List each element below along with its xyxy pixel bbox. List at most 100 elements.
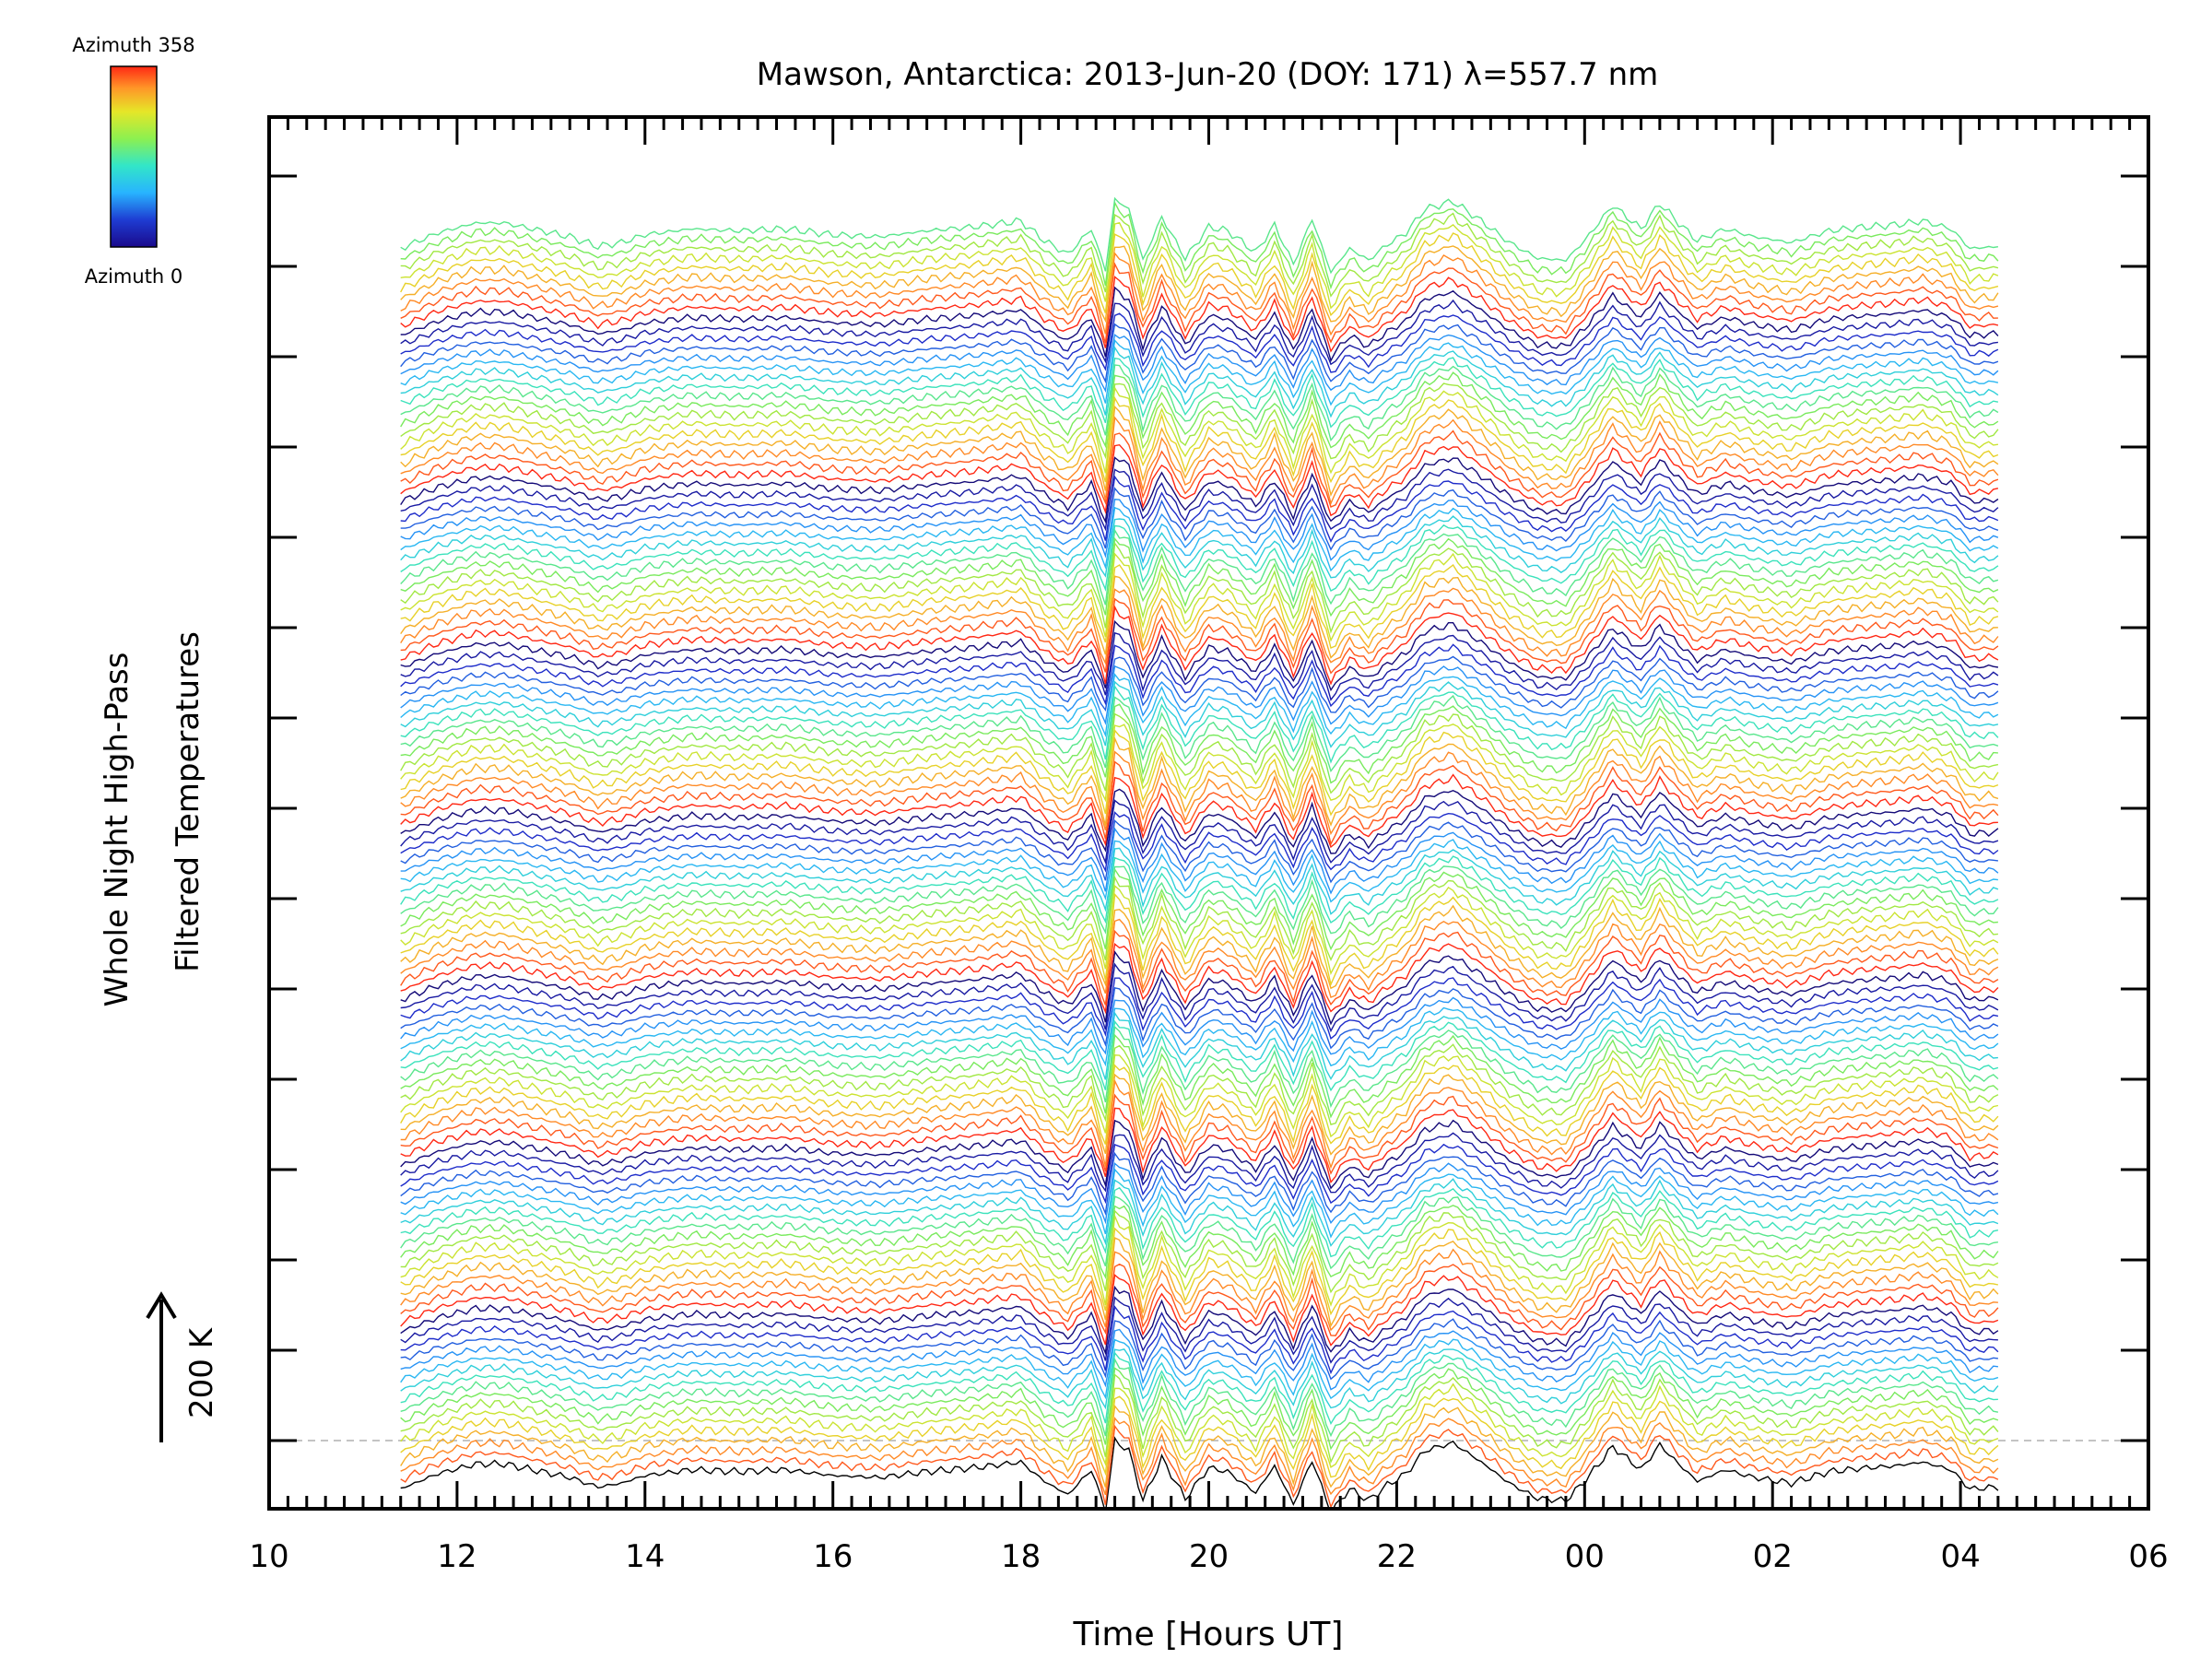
x-tick-label: 18 — [1001, 1538, 1041, 1575]
series-line-53 — [400, 918, 1999, 999]
series-line-90 — [400, 552, 1999, 642]
series-line-88 — [400, 575, 1998, 659]
series-line-126 — [400, 200, 1999, 290]
x-tick-label: 02 — [1753, 1538, 1793, 1575]
x-tick-label: 22 — [1377, 1538, 1417, 1575]
series-line-45 — [400, 1006, 1999, 1067]
x-tick-label: 04 — [1940, 1538, 1980, 1575]
x-tick-label: 00 — [1565, 1538, 1605, 1575]
x-tick-label: 16 — [813, 1538, 853, 1575]
series-line-103 — [400, 429, 1999, 508]
series-line-1 — [400, 1424, 1999, 1509]
series-line-119 — [400, 276, 1999, 353]
series-line-124 — [400, 221, 1999, 310]
series-line-120 — [400, 262, 1998, 344]
series-line-46 — [400, 996, 1999, 1055]
series-line-110 — [400, 364, 1999, 442]
series-line-15 — [400, 1296, 1998, 1364]
series-line-63 — [400, 827, 1999, 895]
series-line-74 — [400, 712, 1999, 794]
series-line-102 — [400, 443, 1999, 517]
series-line-47 — [400, 986, 1999, 1050]
series-line-58 — [400, 867, 1998, 951]
series-line-84 — [400, 619, 1999, 692]
series-line-107 — [400, 385, 1998, 475]
series-line-59 — [400, 865, 1999, 935]
scale-arrow-head — [146, 1291, 177, 1320]
colorbar-gradient — [110, 65, 158, 248]
series-line-100 — [400, 468, 1999, 532]
series-line-17 — [400, 1274, 1999, 1347]
series-line-62 — [400, 839, 1998, 903]
series-line-35 — [400, 1093, 1999, 1175]
series-line-52 — [400, 929, 1999, 1006]
series-line-42 — [400, 1025, 1999, 1109]
series-line-116 — [400, 312, 1999, 373]
series-line-25 — [400, 1195, 1998, 1270]
series-line-2 — [400, 1417, 1999, 1496]
series-line-6 — [400, 1373, 1999, 1465]
series-line-5 — [400, 1382, 1999, 1468]
series-line-13 — [400, 1318, 1998, 1381]
series-line-11 — [400, 1338, 1999, 1400]
series-line-54 — [400, 904, 1999, 990]
series-line-8 — [400, 1357, 1999, 1438]
series-line-76 — [400, 694, 1999, 773]
series-line-10 — [400, 1347, 1999, 1410]
series-line-44 — [400, 1011, 1998, 1080]
series-line-9 — [400, 1351, 1998, 1426]
x-tick-label: 12 — [437, 1538, 477, 1575]
series-line-18 — [400, 1263, 1999, 1336]
series-line-98 — [400, 487, 1999, 551]
x-tick-label: 20 — [1189, 1538, 1229, 1575]
series-line-23 — [400, 1209, 1999, 1294]
series-line-27 — [400, 1178, 1999, 1247]
series-line-85 — [400, 605, 1999, 686]
x-axis-label: Time [Hours UT] — [1073, 1616, 1344, 1653]
series-line-24 — [400, 1205, 1999, 1280]
series-line-72 — [400, 728, 1999, 817]
series-line-111 — [400, 357, 1999, 429]
series-line-60 — [400, 855, 1999, 924]
colorbar-bottom-label: Azimuth 0 — [85, 265, 183, 288]
series-line-114 — [400, 334, 1999, 393]
series-line-69 — [400, 760, 1999, 846]
series-line-37 — [400, 1073, 1999, 1156]
series-line-113 — [400, 338, 1999, 406]
series-line-49 — [400, 962, 1999, 1033]
series-line-7 — [400, 1367, 1999, 1451]
x-tick-label: 10 — [249, 1538, 288, 1575]
series-line-115 — [400, 323, 1999, 384]
series-line-34 — [400, 1107, 1999, 1184]
series-line-99 — [400, 475, 1999, 543]
series-line-14 — [400, 1305, 1999, 1375]
series-line-32 — [400, 1132, 1999, 1194]
series-line-112 — [400, 346, 1999, 418]
series-line-80 — [400, 665, 1999, 725]
series-line-96 — [400, 506, 1999, 572]
series-line-66 — [400, 799, 1999, 865]
colorbar-top-label: Azimuth 358 — [72, 34, 194, 56]
series-line-117 — [400, 299, 1998, 366]
series-line-21 — [400, 1227, 1999, 1316]
series-line-83 — [400, 631, 1999, 701]
series-line-75 — [400, 703, 1998, 784]
series-line-87 — [400, 587, 1999, 665]
series-line-97 — [400, 499, 1999, 561]
series-line-40 — [400, 1043, 1999, 1125]
series-line-104 — [400, 416, 1999, 506]
x-tick-label: 06 — [2128, 1538, 2168, 1575]
y-axis-label-line2: Filtered Temperatures — [170, 631, 206, 972]
series-line-91 — [400, 541, 1999, 634]
series-line-127 — [400, 196, 1999, 275]
series-line-95 — [400, 515, 1999, 579]
colorbar: Azimuth 358 Azimuth 0 — [72, 34, 194, 288]
series-line-43 — [400, 1019, 1999, 1092]
series-line-64 — [400, 819, 1998, 884]
scale-label: 200 K — [183, 1326, 220, 1418]
series-line-121 — [400, 252, 1999, 336]
series-line-67 — [400, 788, 1999, 854]
series-line-109 — [400, 371, 1999, 449]
series-line-56 — [400, 884, 1999, 975]
